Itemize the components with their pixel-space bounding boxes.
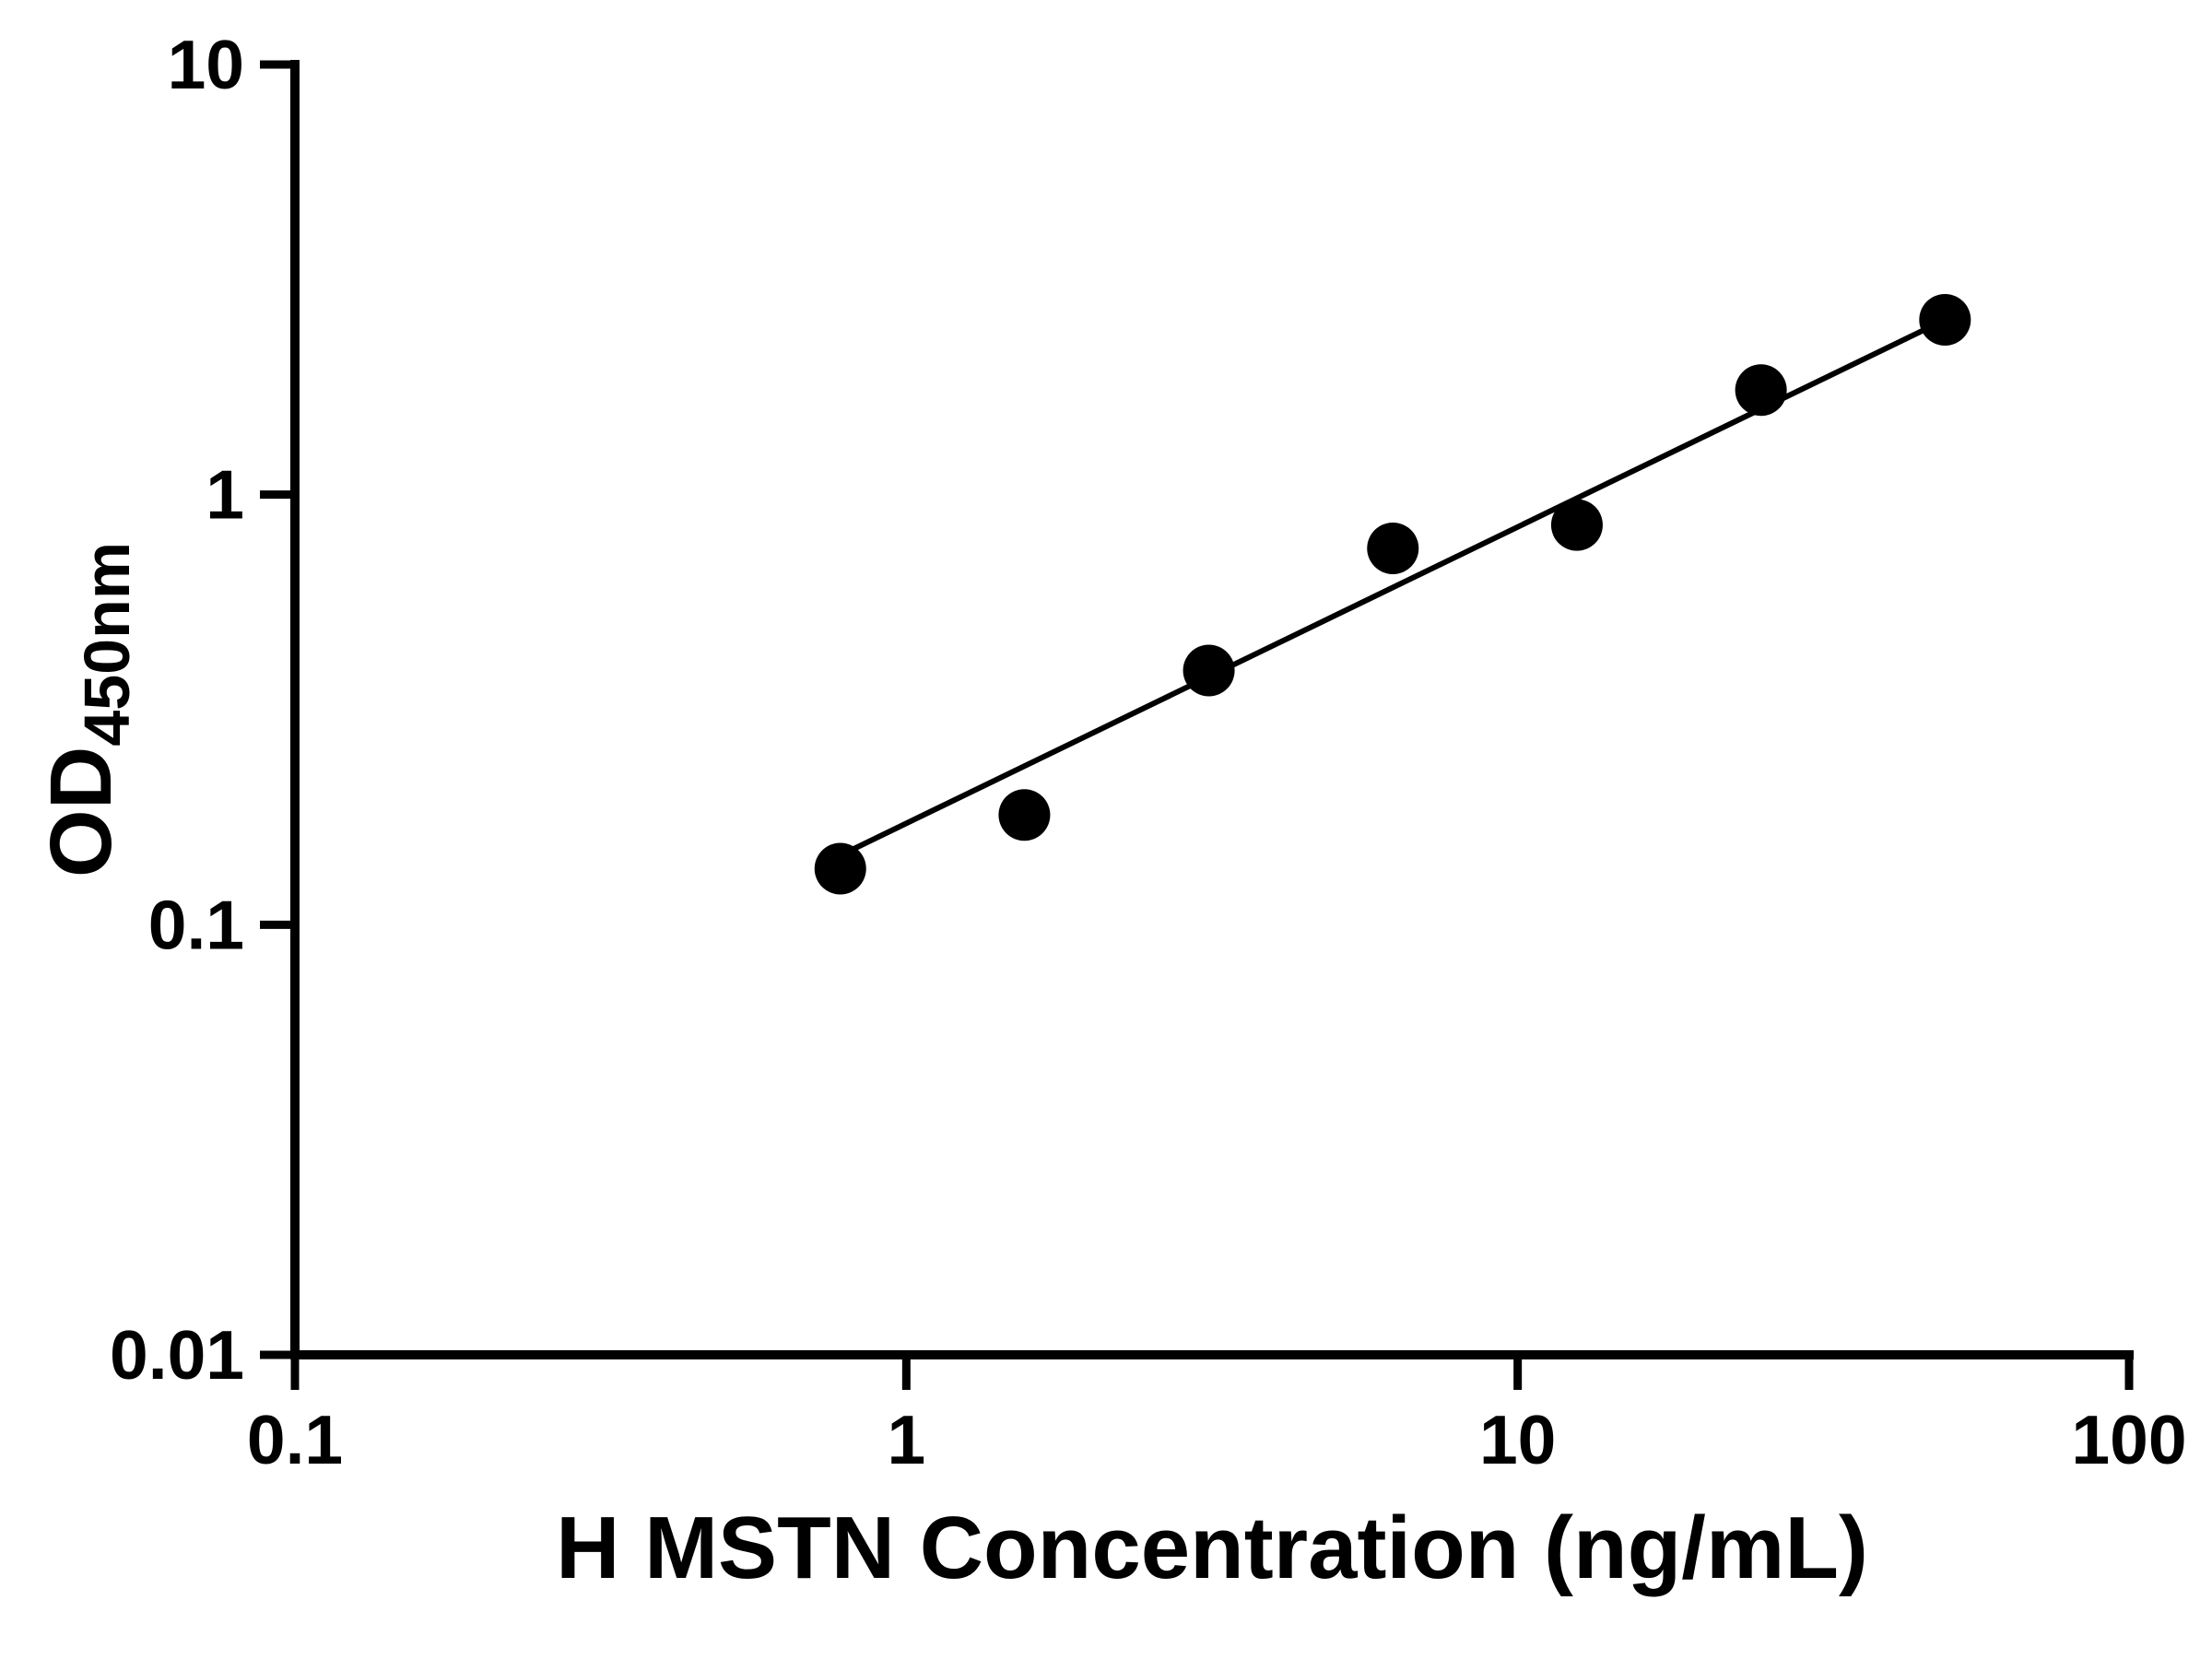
x-axis-tick-label: 100 [2071, 1401, 2186, 1478]
y-axis-tick-label: 0.1 [148, 886, 244, 963]
plot-layer [814, 293, 1971, 895]
data-point [1367, 522, 1419, 574]
data-point [1550, 499, 1603, 551]
y-axis-title-subscript: 450nm [71, 542, 143, 747]
x-axis-tick-label: 1 [887, 1401, 925, 1478]
data-point [814, 842, 866, 895]
y-axis-tick-label: 0.01 [110, 1316, 244, 1394]
data-point [998, 789, 1051, 841]
x-axis-title: H MSTN Concentration (ng/mL) [556, 1499, 1868, 1597]
y-axis-tick-label: 10 [168, 26, 244, 103]
x-axis-tick-label: 10 [1479, 1401, 1556, 1478]
axis-layer [290, 60, 2134, 1359]
data-point [1919, 293, 1971, 346]
data-point [1182, 644, 1235, 697]
x-axis-tick-label: 0.1 [247, 1401, 343, 1478]
y-axis-title: OD450nm [32, 542, 143, 877]
axis-spine [290, 60, 2134, 1359]
y-axis-title-main: OD [32, 747, 130, 878]
data-point [1735, 364, 1787, 417]
y-axis-tick-label: 1 [206, 456, 244, 534]
